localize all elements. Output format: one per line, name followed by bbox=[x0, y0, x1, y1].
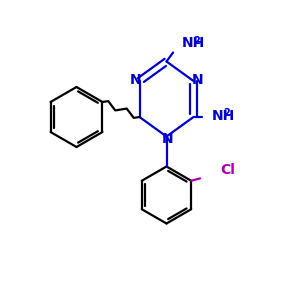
Text: N: N bbox=[191, 73, 203, 86]
Text: 2: 2 bbox=[224, 109, 230, 118]
Text: 2: 2 bbox=[194, 36, 200, 46]
Text: N: N bbox=[130, 73, 142, 86]
Text: NH: NH bbox=[182, 36, 206, 50]
Text: N: N bbox=[161, 132, 173, 146]
Text: Cl: Cl bbox=[220, 164, 236, 177]
Text: NH: NH bbox=[212, 109, 236, 122]
